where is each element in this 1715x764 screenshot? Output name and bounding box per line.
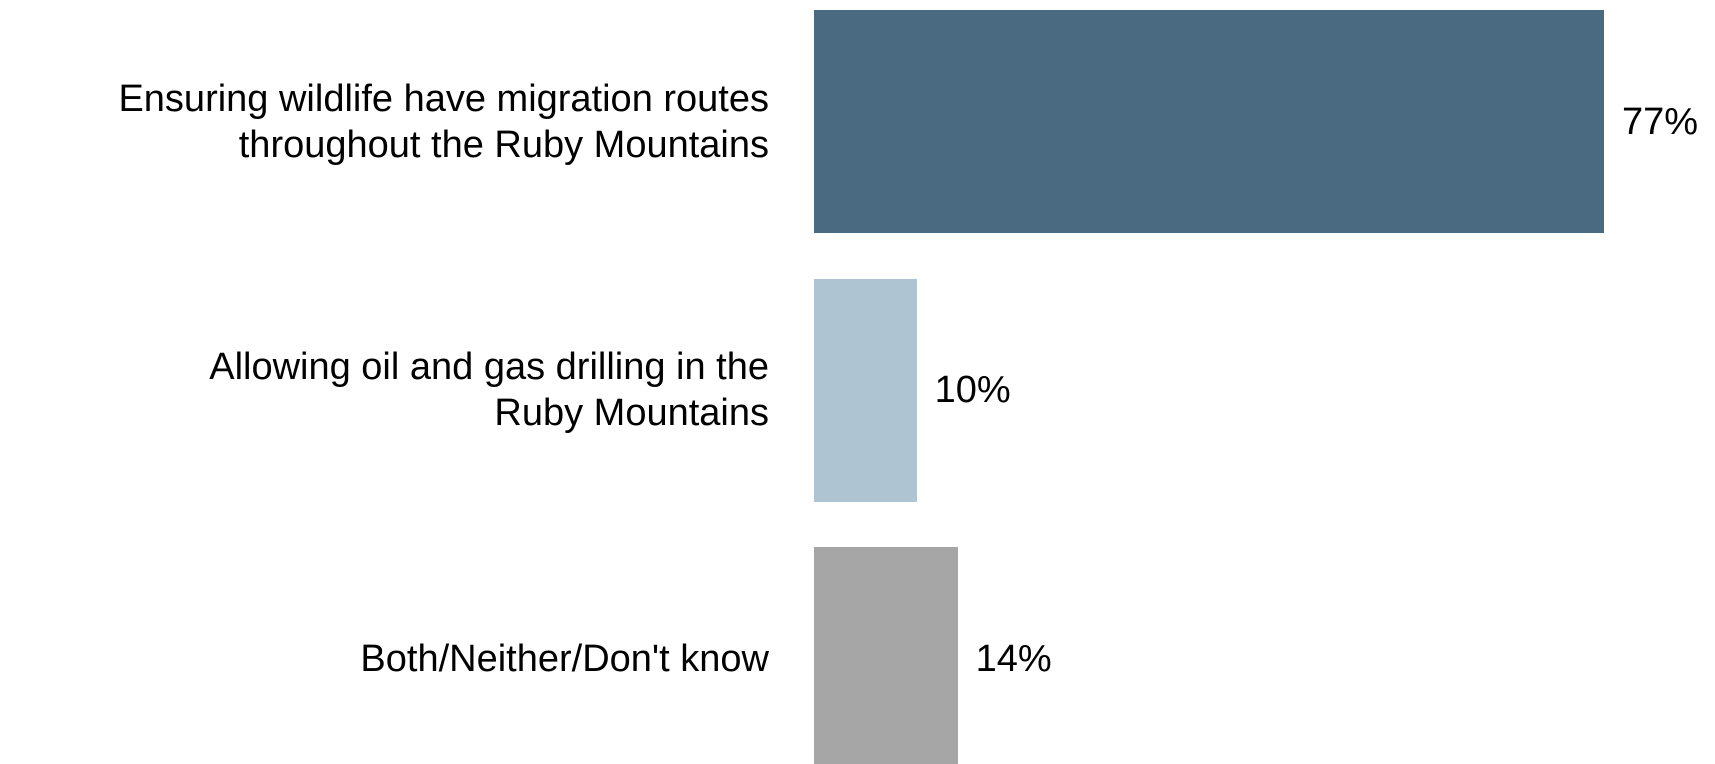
bar: [814, 547, 958, 764]
value-label: 10%: [934, 369, 1011, 411]
category-label: Both/Neither/Don't know: [360, 637, 769, 680]
category-label: Ensuring wildlife have migration routes …: [118, 77, 769, 166]
value-label: 14%: [975, 637, 1052, 680]
bar: [814, 10, 1605, 233]
bar: [814, 278, 917, 502]
value-label: 77%: [1622, 100, 1699, 143]
category-label: Allowing oil and gas drilling in the Rub…: [209, 346, 769, 434]
